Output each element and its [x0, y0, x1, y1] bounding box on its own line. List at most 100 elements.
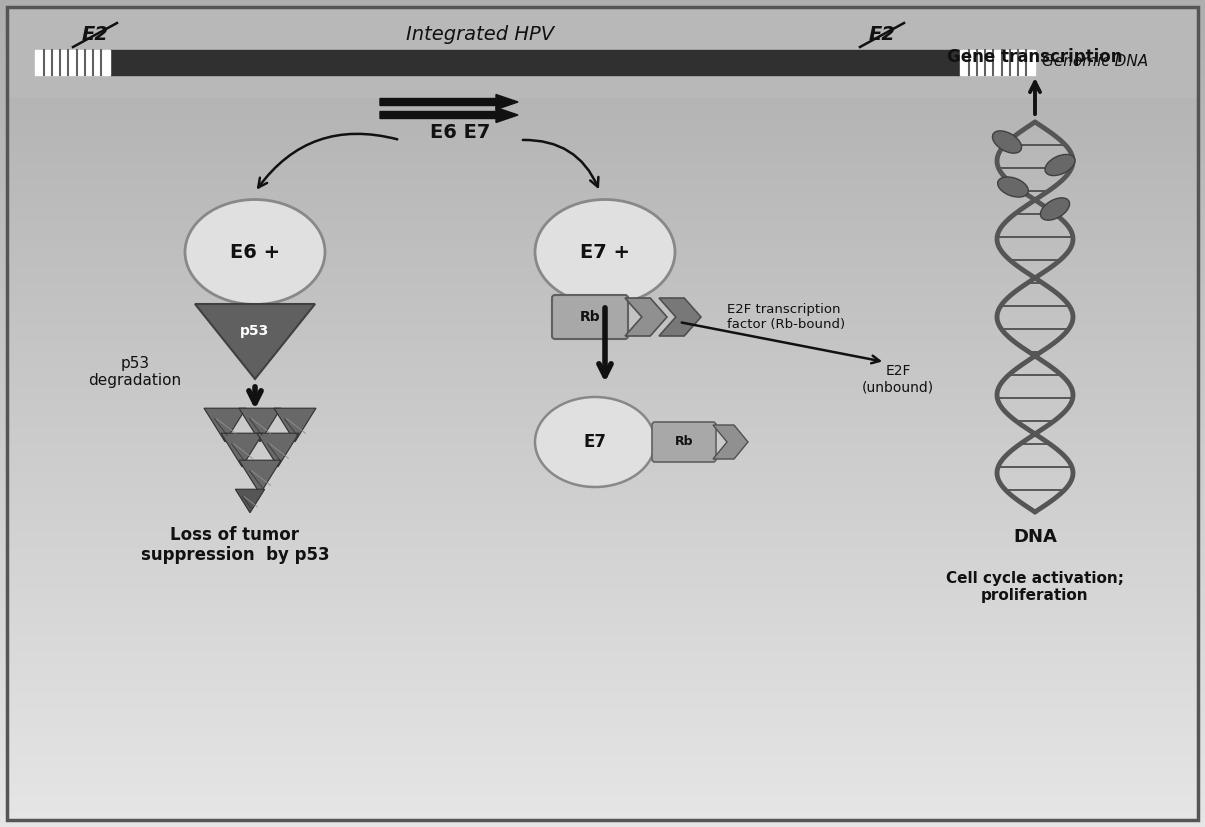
Bar — [0, 691, 1205, 695]
Bar — [0, 546, 1205, 550]
Text: E7 +: E7 + — [580, 242, 630, 261]
Bar — [0, 430, 1205, 434]
Polygon shape — [239, 460, 281, 494]
Bar — [0, 550, 1205, 554]
Bar — [0, 141, 1205, 145]
Bar — [0, 103, 1205, 108]
Bar — [0, 525, 1205, 529]
Bar — [0, 248, 1205, 252]
Bar — [0, 566, 1205, 571]
Text: p53: p53 — [240, 324, 270, 338]
Bar — [0, 360, 1205, 364]
Bar — [0, 492, 1205, 496]
Text: Genomic DNA: Genomic DNA — [1042, 55, 1148, 69]
Bar — [0, 21, 1205, 25]
Bar — [0, 256, 1205, 261]
Bar — [0, 409, 1205, 414]
Bar — [0, 442, 1205, 447]
Bar — [0, 91, 1205, 95]
Bar — [0, 653, 1205, 657]
Bar — [0, 376, 1205, 380]
Bar — [0, 157, 1205, 161]
FancyBboxPatch shape — [552, 295, 628, 339]
Bar — [0, 711, 1205, 715]
Bar — [0, 823, 1205, 827]
Bar — [0, 318, 1205, 323]
Bar — [0, 819, 1205, 823]
Bar — [0, 414, 1205, 418]
Bar — [0, 620, 1205, 624]
Bar — [0, 306, 1205, 310]
Bar — [0, 496, 1205, 500]
Bar — [0, 66, 1205, 70]
FancyBboxPatch shape — [652, 422, 716, 462]
Bar — [0, 608, 1205, 612]
Bar — [0, 529, 1205, 533]
FancyArrow shape — [380, 108, 518, 122]
Bar — [0, 612, 1205, 616]
Ellipse shape — [186, 199, 325, 304]
Bar — [0, 211, 1205, 215]
Text: Loss of tumor
suppression  by p53: Loss of tumor suppression by p53 — [141, 526, 329, 564]
Polygon shape — [713, 425, 748, 459]
Bar — [0, 662, 1205, 666]
Bar — [0, 252, 1205, 256]
Bar — [0, 269, 1205, 273]
Text: E7: E7 — [583, 433, 606, 451]
Bar — [0, 500, 1205, 504]
Text: Integrated HPV: Integrated HPV — [406, 26, 554, 45]
Bar — [0, 95, 1205, 99]
Bar — [0, 794, 1205, 798]
Bar — [0, 83, 1205, 87]
Bar — [0, 748, 1205, 753]
Ellipse shape — [535, 199, 675, 304]
Polygon shape — [239, 409, 281, 442]
Bar — [0, 769, 1205, 773]
Polygon shape — [221, 433, 263, 466]
Bar — [0, 484, 1205, 488]
Bar — [0, 29, 1205, 33]
Ellipse shape — [1045, 155, 1075, 175]
Bar — [0, 170, 1205, 174]
Bar — [960, 50, 1035, 74]
Bar — [110, 50, 960, 74]
Bar — [0, 773, 1205, 777]
Text: E2F
(unbound): E2F (unbound) — [862, 364, 934, 394]
Bar — [0, 434, 1205, 438]
Bar — [0, 467, 1205, 471]
Bar — [0, 455, 1205, 459]
Bar — [0, 0, 1205, 4]
Bar — [0, 521, 1205, 525]
Bar — [0, 757, 1205, 761]
Bar — [0, 728, 1205, 732]
Bar — [0, 447, 1205, 451]
Bar — [0, 471, 1205, 476]
Bar — [0, 128, 1205, 132]
Bar — [0, 438, 1205, 442]
Bar — [0, 504, 1205, 509]
Bar — [0, 707, 1205, 711]
Bar — [0, 335, 1205, 339]
Bar — [0, 380, 1205, 385]
Bar — [0, 178, 1205, 182]
Bar — [0, 124, 1205, 128]
Bar — [0, 62, 1205, 66]
Bar — [0, 236, 1205, 240]
Text: E6 +: E6 + — [230, 242, 280, 261]
Bar — [0, 629, 1205, 633]
Bar — [0, 682, 1205, 686]
Bar — [0, 699, 1205, 703]
Bar — [0, 624, 1205, 629]
Bar — [0, 509, 1205, 513]
Bar — [0, 116, 1205, 120]
Bar — [0, 203, 1205, 207]
Bar — [0, 244, 1205, 248]
Bar — [0, 562, 1205, 566]
Bar — [0, 323, 1205, 327]
Bar — [0, 310, 1205, 314]
Bar — [0, 538, 1205, 542]
Bar — [0, 393, 1205, 397]
Bar — [0, 343, 1205, 347]
Bar — [0, 356, 1205, 360]
Bar — [7, 7, 1198, 97]
